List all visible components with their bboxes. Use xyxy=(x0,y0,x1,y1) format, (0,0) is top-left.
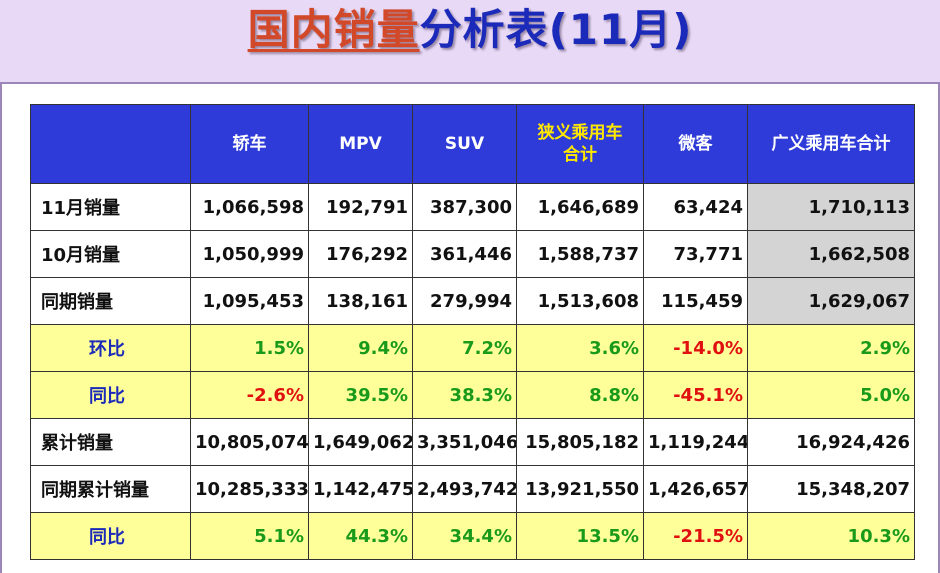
header-minivan: 微客 xyxy=(643,104,748,184)
table-cell: 387,300 xyxy=(412,183,517,231)
table-cell: 1,426,657 xyxy=(643,465,748,513)
right-border xyxy=(938,82,940,573)
header-sedan: 轿车 xyxy=(190,104,309,184)
table-cell: 13.5% xyxy=(516,512,644,560)
table-row: 11月销量 1,066,598 192,791 387,300 1,646,689 63,… xyxy=(30,183,915,231)
page-title: 国内销量分析表(11月) xyxy=(0,4,940,56)
table-cell: 2.9% xyxy=(747,324,915,372)
table-row: 同比 -2.6% 39.5% 38.3% 8.8% -45.1% 5.0% xyxy=(30,371,915,419)
header-narrow-line1: 狭义乘用车 xyxy=(537,123,623,143)
table-cell: 9.4% xyxy=(308,324,413,372)
table-cell: 13,921,550 xyxy=(516,465,644,513)
table-cell: 1,649,062 xyxy=(308,418,413,466)
table-cell: 192,791 xyxy=(308,183,413,231)
row-label: 同比 xyxy=(30,371,191,419)
table-cell: 1,629,067 xyxy=(747,277,915,325)
table-row: 同期累计销量 10,285,333 1,142,475 2,493,742 13,921… xyxy=(30,465,915,513)
title-banner xyxy=(0,0,940,84)
header-suv: SUV xyxy=(412,104,517,184)
table-header-row: 轿车 MPV SUV 狭义乘用车 合计 微客 广义乘用车合计 xyxy=(30,104,915,184)
header-mpv: MPV xyxy=(308,104,413,184)
sales-analysis-table: 轿车 MPV SUV 狭义乘用车 合计 微客 广义乘用车合计 11月销量 1,066… xyxy=(30,104,915,560)
table-cell: 73,771 xyxy=(643,230,748,278)
table-cell: -2.6% xyxy=(190,371,309,419)
header-broad-passenger-total: 广义乘用车合计 xyxy=(747,104,915,184)
header-narrow-passenger-total: 狭义乘用车 合计 xyxy=(516,104,644,184)
table-cell: 176,292 xyxy=(308,230,413,278)
table-cell: 1,646,689 xyxy=(516,183,644,231)
table-cell: -21.5% xyxy=(643,512,748,560)
table-cell: 5.1% xyxy=(190,512,309,560)
table-row: 环比 1.5% 9.4% 7.2% 3.6% -14.0% 2.9% xyxy=(30,324,915,372)
page-title-highlight: 国内销量 xyxy=(247,5,420,54)
table-cell: 63,424 xyxy=(643,183,748,231)
table-cell: 3.6% xyxy=(516,324,644,372)
table-cell: -45.1% xyxy=(643,371,748,419)
table-cell: 1,710,113 xyxy=(747,183,915,231)
header-narrow-line2: 合计 xyxy=(563,145,597,165)
table-cell: 115,459 xyxy=(643,277,748,325)
table-cell: 1,066,598 xyxy=(190,183,309,231)
table-body: 11月销量 1,066,598 192,791 387,300 1,646,689 63,… xyxy=(30,183,915,560)
table-cell: 1,588,737 xyxy=(516,230,644,278)
table-cell: 361,446 xyxy=(412,230,517,278)
row-label: 11月销量 xyxy=(30,183,191,231)
table-cell: 38.3% xyxy=(412,371,517,419)
table-cell: 15,805,182 xyxy=(516,418,644,466)
table-row: 同比 5.1% 44.3% 34.4% 13.5% -21.5% 10.3% xyxy=(30,512,915,560)
table-cell: 1,095,453 xyxy=(190,277,309,325)
row-label: 10月销量 xyxy=(30,230,191,278)
table-row: 同期销量 1,095,453 138,161 279,994 1,513,608 115,… xyxy=(30,277,915,325)
table-cell: 16,924,426 xyxy=(747,418,915,466)
row-label: 累计销量 xyxy=(30,418,191,466)
table-cell: 8.8% xyxy=(516,371,644,419)
header-corner xyxy=(30,104,191,184)
left-border xyxy=(0,82,2,573)
table-cell: 15,348,207 xyxy=(747,465,915,513)
table-cell: 1.5% xyxy=(190,324,309,372)
table-cell: 3,351,046 xyxy=(412,418,517,466)
table-row: 10月销量 1,050,999 176,292 361,446 1,588,737 73,… xyxy=(30,230,915,278)
row-label: 环比 xyxy=(30,324,191,372)
table-cell: 10.3% xyxy=(747,512,915,560)
table-row: 累计销量 10,805,074 1,649,062 3,351,046 15,805,1… xyxy=(30,418,915,466)
table-cell: 138,161 xyxy=(308,277,413,325)
table-cell: 10,805,074 xyxy=(190,418,309,466)
table-cell: 279,994 xyxy=(412,277,517,325)
table-cell: 5.0% xyxy=(747,371,915,419)
table-cell: 2,493,742 xyxy=(412,465,517,513)
row-label: 同期销量 xyxy=(30,277,191,325)
table-cell: 44.3% xyxy=(308,512,413,560)
row-label: 同比 xyxy=(30,512,191,560)
table-cell: 10,285,333 xyxy=(190,465,309,513)
table-cell: 1,662,508 xyxy=(747,230,915,278)
row-label: 同期累计销量 xyxy=(30,465,191,513)
table-cell: 39.5% xyxy=(308,371,413,419)
table-cell: 7.2% xyxy=(412,324,517,372)
table-cell: 34.4% xyxy=(412,512,517,560)
page-title-rest: 分析表(11月) xyxy=(419,5,693,54)
table-cell: 1,050,999 xyxy=(190,230,309,278)
table-cell: 1,119,244 xyxy=(643,418,748,466)
table-cell: 1,513,608 xyxy=(516,277,644,325)
table-cell: -14.0% xyxy=(643,324,748,372)
table-cell: 1,142,475 xyxy=(308,465,413,513)
